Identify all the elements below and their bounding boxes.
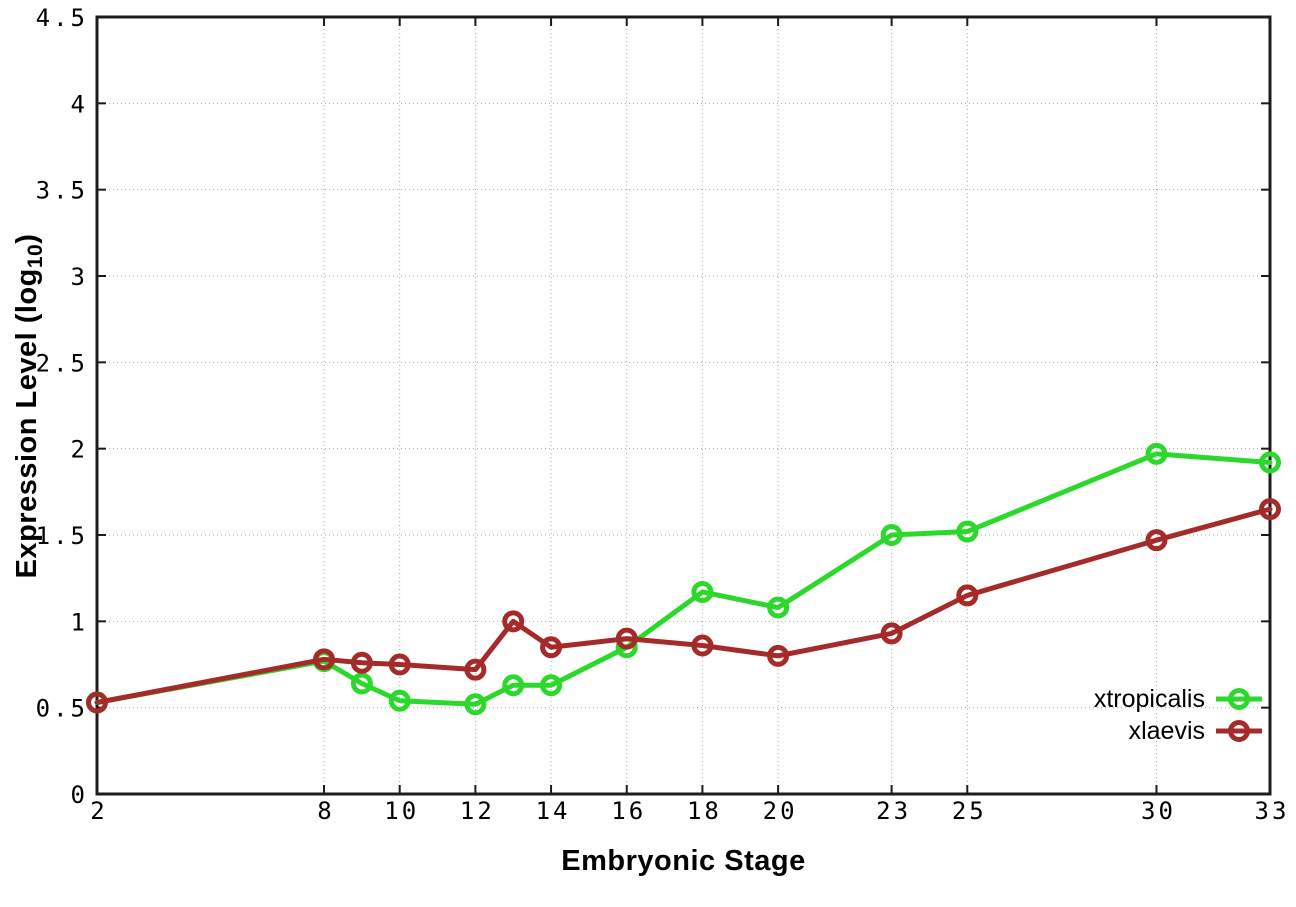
y-tick-label: 2: [71, 436, 88, 464]
data-point-xtropicalis: [1145, 442, 1168, 465]
data-point-xlaevis: [1259, 498, 1281, 521]
y-tick-label: 3: [71, 263, 88, 291]
data-point-xtropicalis: [767, 596, 790, 619]
data-point-xlaevis: [388, 653, 411, 676]
data-point-xlaevis: [350, 651, 373, 674]
legend-marker-xtropicalis: [1228, 688, 1250, 710]
x-tick-label: 33: [1255, 797, 1290, 825]
data-point-xtropicalis: [691, 580, 714, 603]
x-tick-label: 25: [952, 797, 987, 825]
data-point-xlaevis: [767, 644, 790, 667]
data-point-xlaevis: [956, 584, 979, 607]
y-axis-title: Expression Level (log10): [11, 206, 49, 606]
y-axis-title-suffix: ): [11, 233, 43, 244]
x-tick-label: 10: [384, 797, 419, 825]
x-axis-title: Embryonic Stage: [561, 845, 806, 877]
data-point-xlaevis: [1145, 529, 1168, 552]
x-tick-label: 18: [687, 797, 722, 825]
y-tick-label: 3.5: [36, 177, 88, 205]
y-tick-label: 0.5: [36, 695, 88, 723]
y-tick-label: 1: [71, 608, 88, 636]
x-tick-label: 30: [1141, 797, 1176, 825]
data-point-xlaevis: [86, 691, 108, 714]
x-tick-label: 16: [611, 797, 646, 825]
x-tick-label: 23: [876, 797, 911, 825]
data-point-xtropicalis: [464, 693, 487, 716]
data-point-xtropicalis: [388, 689, 411, 712]
data-point-xlaevis: [502, 610, 525, 633]
data-point-xlaevis: [691, 634, 714, 657]
y-axis-title-text: Expression Level (log: [11, 268, 43, 579]
x-tick-label: 20: [763, 797, 798, 825]
data-point-xtropicalis: [502, 674, 525, 697]
data-point-xtropicalis: [880, 524, 903, 546]
legend-label-xlaevis: xlaevis: [1129, 717, 1205, 745]
plot-border: [95, 15, 1272, 796]
legend-marker-xlaevis: [1228, 720, 1250, 742]
data-point-xlaevis: [615, 627, 638, 650]
y-tick-label: 4: [71, 90, 88, 118]
y-tick-label: 2.5: [36, 349, 88, 377]
data-point-xlaevis: [540, 636, 563, 659]
y-axis-title-subscript: 10: [24, 243, 47, 269]
x-tick-label: 14: [536, 797, 571, 825]
data-point-xtropicalis: [540, 674, 563, 697]
y-tick-label: 0: [71, 781, 88, 809]
data-point-xtropicalis: [1259, 451, 1281, 474]
legend: xtropicalis xlaevis: [1094, 685, 1262, 745]
data-point-xtropicalis: [956, 520, 979, 543]
x-tick-label: 2: [90, 797, 107, 825]
x-tick-label: 12: [460, 797, 495, 825]
y-tick-label: 1.5: [36, 522, 88, 550]
x-tick-label: 8: [317, 797, 334, 825]
data-point-xlaevis: [880, 622, 903, 645]
data-point-xlaevis: [313, 648, 336, 671]
y-tick-label: 4.5: [36, 4, 88, 32]
data-point-xtropicalis: [350, 672, 373, 695]
legend-label-xtropicalis: xtropicalis: [1094, 685, 1205, 713]
data-point-xlaevis: [464, 658, 487, 681]
